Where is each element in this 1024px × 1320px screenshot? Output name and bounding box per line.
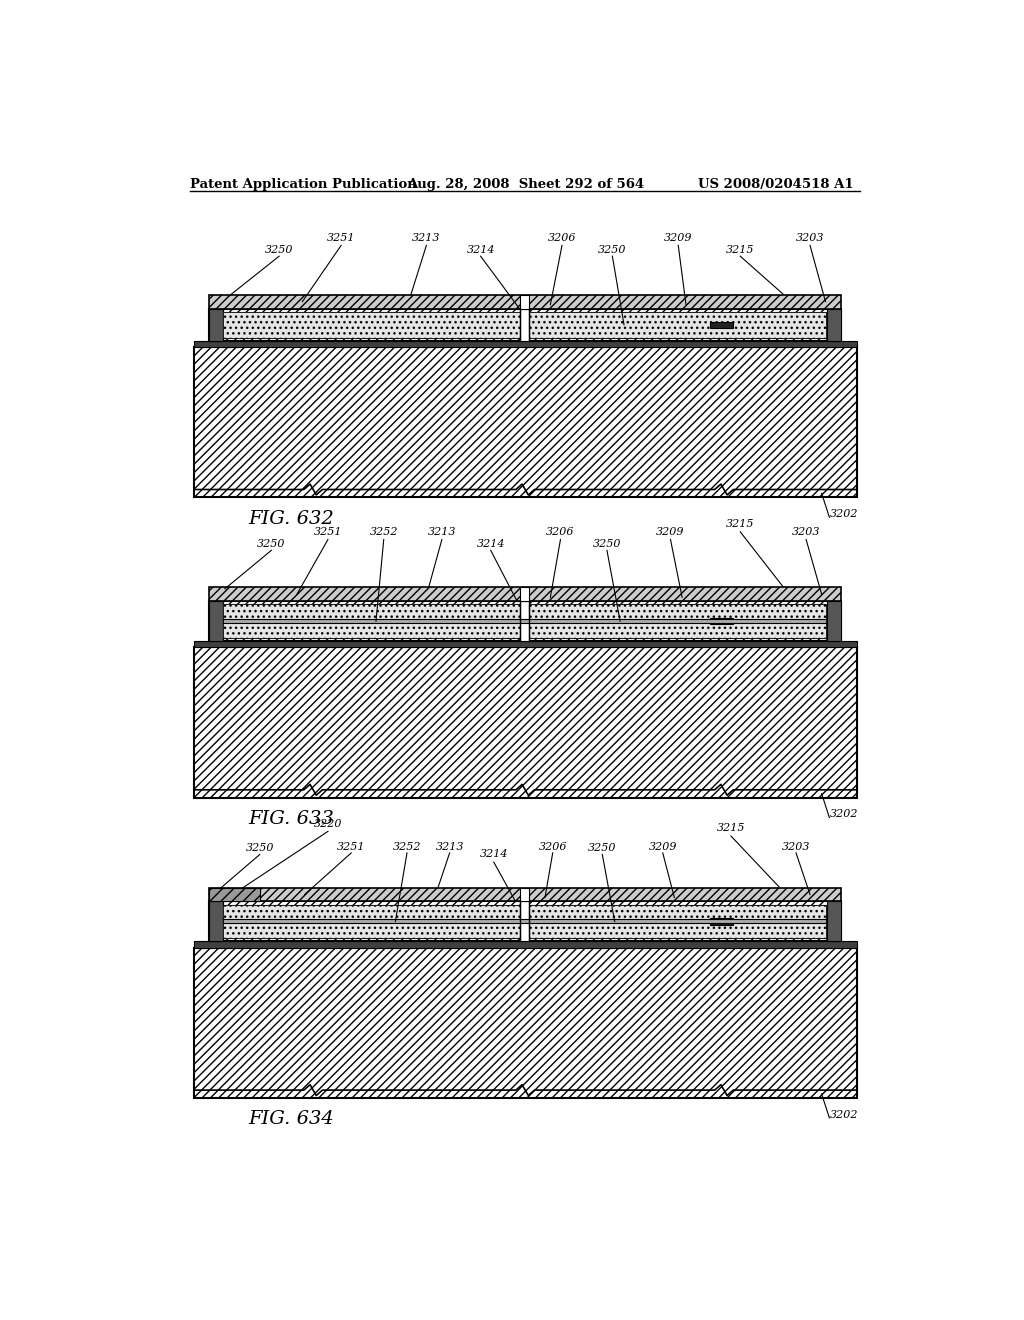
Bar: [194, 948, 856, 1098]
Bar: [827, 601, 841, 642]
Text: 3202: 3202: [829, 809, 858, 820]
Bar: [223, 904, 825, 939]
Bar: [223, 312, 825, 338]
Bar: [209, 601, 841, 642]
Bar: [223, 312, 825, 338]
Bar: [223, 904, 825, 939]
Text: 3251: 3251: [327, 232, 355, 243]
Bar: [223, 619, 825, 623]
Text: 3215: 3215: [717, 824, 745, 833]
Text: 3252: 3252: [393, 842, 421, 851]
Text: 3220: 3220: [313, 818, 342, 829]
Text: 3203: 3203: [781, 842, 810, 851]
Bar: [520, 309, 529, 341]
Text: 3250: 3250: [598, 246, 627, 255]
Bar: [710, 322, 733, 327]
Text: 3202: 3202: [829, 510, 858, 519]
Bar: [520, 294, 529, 309]
Bar: [710, 919, 733, 924]
Text: 3213: 3213: [428, 527, 456, 537]
Bar: [520, 601, 529, 642]
Text: 3250: 3250: [593, 539, 622, 549]
Bar: [827, 309, 841, 341]
Bar: [209, 309, 223, 341]
Text: 3202: 3202: [829, 1110, 858, 1119]
Text: 3214: 3214: [479, 850, 508, 859]
Text: 3250: 3250: [265, 246, 293, 255]
Text: 3209: 3209: [656, 527, 685, 537]
Text: 3213: 3213: [435, 842, 464, 851]
Text: 3206: 3206: [548, 232, 577, 243]
Bar: [194, 647, 856, 797]
Bar: [827, 902, 841, 941]
Bar: [209, 601, 223, 642]
Bar: [194, 341, 856, 347]
Bar: [209, 887, 260, 902]
Text: FIG. 634: FIG. 634: [248, 1110, 334, 1129]
Text: 3213: 3213: [412, 232, 440, 243]
Bar: [520, 887, 529, 902]
Text: Patent Application Publication: Patent Application Publication: [190, 178, 417, 190]
Text: 3214: 3214: [466, 246, 495, 255]
Bar: [209, 887, 841, 902]
Text: 3206: 3206: [539, 842, 567, 851]
Text: 3215: 3215: [726, 246, 755, 255]
Text: FIG. 633: FIG. 633: [248, 810, 334, 828]
Text: 3206: 3206: [546, 527, 574, 537]
Text: 3209: 3209: [648, 842, 677, 851]
Text: Aug. 28, 2008  Sheet 292 of 564: Aug. 28, 2008 Sheet 292 of 564: [407, 178, 644, 190]
Text: 3209: 3209: [664, 232, 692, 243]
Bar: [520, 587, 529, 601]
Bar: [209, 887, 260, 902]
Text: 3214: 3214: [476, 539, 505, 549]
Text: 3251: 3251: [313, 527, 342, 537]
Bar: [209, 294, 841, 309]
Bar: [223, 605, 825, 638]
Text: 3250: 3250: [257, 539, 286, 549]
Bar: [194, 642, 856, 647]
Bar: [194, 941, 856, 948]
Text: 3251: 3251: [337, 842, 366, 851]
Text: 3203: 3203: [796, 232, 824, 243]
Text: FIG. 632: FIG. 632: [248, 510, 334, 528]
Bar: [520, 902, 529, 941]
Text: 3203: 3203: [792, 527, 820, 537]
Text: 3252: 3252: [370, 527, 398, 537]
Text: 3250: 3250: [246, 843, 274, 853]
Bar: [194, 347, 856, 498]
Text: 3250: 3250: [588, 843, 616, 853]
Text: US 2008/0204518 A1: US 2008/0204518 A1: [697, 178, 853, 190]
Bar: [223, 919, 825, 923]
Bar: [209, 902, 223, 941]
Bar: [710, 618, 733, 624]
Bar: [209, 309, 841, 341]
Bar: [209, 587, 841, 601]
Text: 3215: 3215: [726, 519, 755, 529]
Bar: [223, 605, 825, 638]
Bar: [209, 902, 841, 941]
